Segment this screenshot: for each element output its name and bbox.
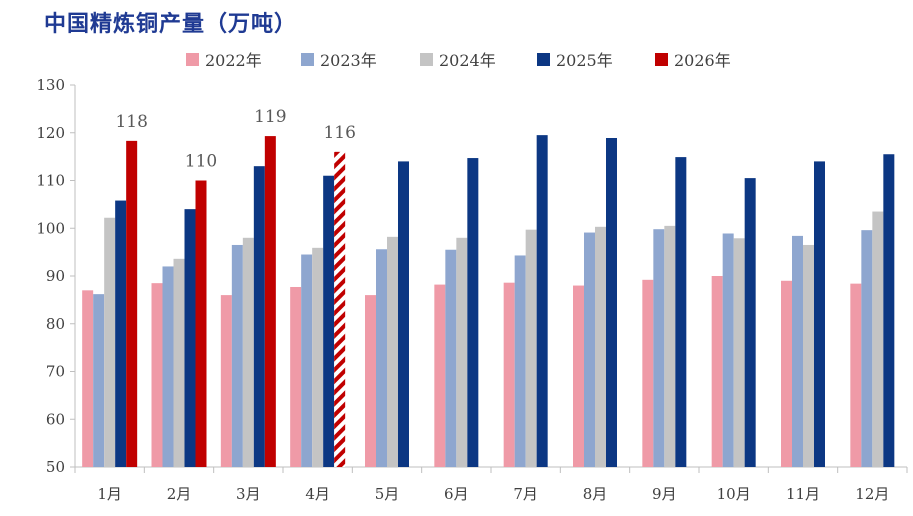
bar-2026-2m	[195, 180, 207, 467]
bar-2023-12m	[861, 230, 873, 467]
bar-2023-10m	[722, 233, 734, 467]
bar-2022-11m	[781, 280, 792, 467]
bar-2023-3m	[231, 244, 243, 467]
legend-swatch-2023	[301, 53, 314, 66]
x-tick-label: 12月	[855, 485, 889, 503]
bar-2025-10m	[744, 178, 756, 468]
bar-2025-9m	[675, 157, 687, 468]
bar-2023-2m	[162, 266, 174, 467]
bar-2025-1m	[115, 200, 127, 467]
bar-2024-4m	[312, 247, 324, 467]
x-tick-label: 5月	[375, 485, 400, 503]
bar-2022-2m	[151, 283, 163, 467]
data-labels: 118 110 119 116	[115, 107, 355, 171]
bar-2022-7m	[503, 282, 515, 467]
legend-swatch-2024	[420, 53, 433, 66]
bar-2022-3m	[220, 295, 232, 467]
bar-2024-9m	[664, 225, 676, 467]
data-label: 119	[254, 107, 286, 127]
data-label: 118	[115, 112, 147, 132]
x-tick-label: 6月	[444, 485, 469, 503]
bar-2024-10m	[733, 238, 745, 467]
y-tick-label: 100	[36, 219, 65, 237]
bar-2022-1m	[82, 290, 94, 467]
legend-label: 2022年	[205, 51, 262, 70]
bar-2024-1m	[104, 217, 116, 467]
bar-2025-4m	[323, 175, 335, 467]
bar-2024-2m	[173, 258, 185, 467]
x-tick-label: 2月	[167, 485, 192, 503]
bar-2026-4m	[334, 151, 346, 467]
bar-2022-9m	[642, 279, 654, 467]
bar-2025-11m	[814, 161, 825, 467]
x-tick-label: 11月	[786, 485, 820, 503]
legend-label: 2023年	[320, 51, 377, 70]
legend-swatch-2026	[655, 53, 668, 66]
bar-2025-3m	[253, 166, 265, 468]
x-tick-label: 10月	[717, 485, 751, 503]
bar-2026-1m	[126, 140, 138, 467]
bar-2024-12m	[872, 211, 884, 467]
bar-2022-4m	[290, 286, 302, 467]
bar-2025-8m	[606, 138, 617, 467]
bar-2022-6m	[434, 284, 446, 467]
bar-2024-6m	[456, 237, 468, 467]
bar-2023-11m	[792, 235, 803, 467]
legend-label: 2025年	[556, 51, 613, 70]
legend-swatch-2022	[186, 53, 199, 66]
bar-2025-5m	[398, 161, 409, 467]
x-tick-label: 9月	[652, 485, 677, 503]
legend-label: 2024年	[439, 51, 496, 70]
legend-label: 2026年	[674, 51, 731, 70]
chart-title: 中国精炼铜产量（万吨）	[44, 12, 298, 37]
bar-2024-5m	[387, 236, 398, 467]
legend-swatch-2025	[537, 53, 550, 66]
y-tick-label: 70	[46, 363, 65, 381]
y-tick-label: 60	[46, 410, 65, 428]
bar-2022-8m	[573, 285, 584, 467]
bar-2022-12m	[850, 283, 862, 467]
legend: 2022年 2023年 2024年 2025年 2026年	[186, 51, 731, 70]
bar-2023-5m	[376, 249, 387, 467]
y-tick-label: 50	[46, 458, 65, 476]
bar-2024-11m	[803, 244, 814, 467]
x-tick-label: 4月	[305, 485, 330, 503]
y-tick-label: 90	[46, 267, 65, 285]
data-label: 116	[323, 123, 355, 143]
x-tick-label: 1月	[97, 485, 122, 503]
y-tick-label: 80	[46, 315, 65, 333]
bar-2024-8m	[595, 226, 606, 467]
x-tick-label: 3月	[236, 485, 261, 503]
y-axis: 50 60 70 80 90 100 110 120 130	[36, 76, 76, 476]
bar-2024-3m	[242, 237, 254, 467]
y-tick-label: 130	[36, 76, 65, 94]
bar-2023-7m	[514, 255, 526, 467]
bar-2022-10m	[711, 276, 723, 467]
bar-2025-2m	[184, 209, 196, 467]
bar-2025-7m	[536, 135, 548, 467]
data-label: 110	[185, 152, 217, 172]
x-axis: 1月 2月 3月 4月 5月 6月 7月 8月 9月 10月 11月 12月	[74, 466, 908, 503]
bar-2025-6m	[467, 158, 479, 467]
bar-2026-3m	[264, 136, 276, 467]
bar-2023-4m	[301, 254, 313, 467]
bar-2023-1m	[93, 294, 105, 467]
y-tick-label: 110	[36, 172, 65, 190]
bars	[82, 135, 895, 468]
x-tick-label: 8月	[583, 485, 608, 503]
bar-2023-8m	[584, 232, 595, 467]
bar-2022-5m	[365, 295, 376, 467]
bar-2023-9m	[653, 229, 665, 467]
x-tick-label: 7月	[513, 485, 538, 503]
y-tick-label: 120	[36, 124, 65, 142]
bar-2025-12m	[883, 154, 895, 468]
bar-2024-7m	[525, 229, 537, 467]
bar-2023-6m	[445, 249, 457, 467]
